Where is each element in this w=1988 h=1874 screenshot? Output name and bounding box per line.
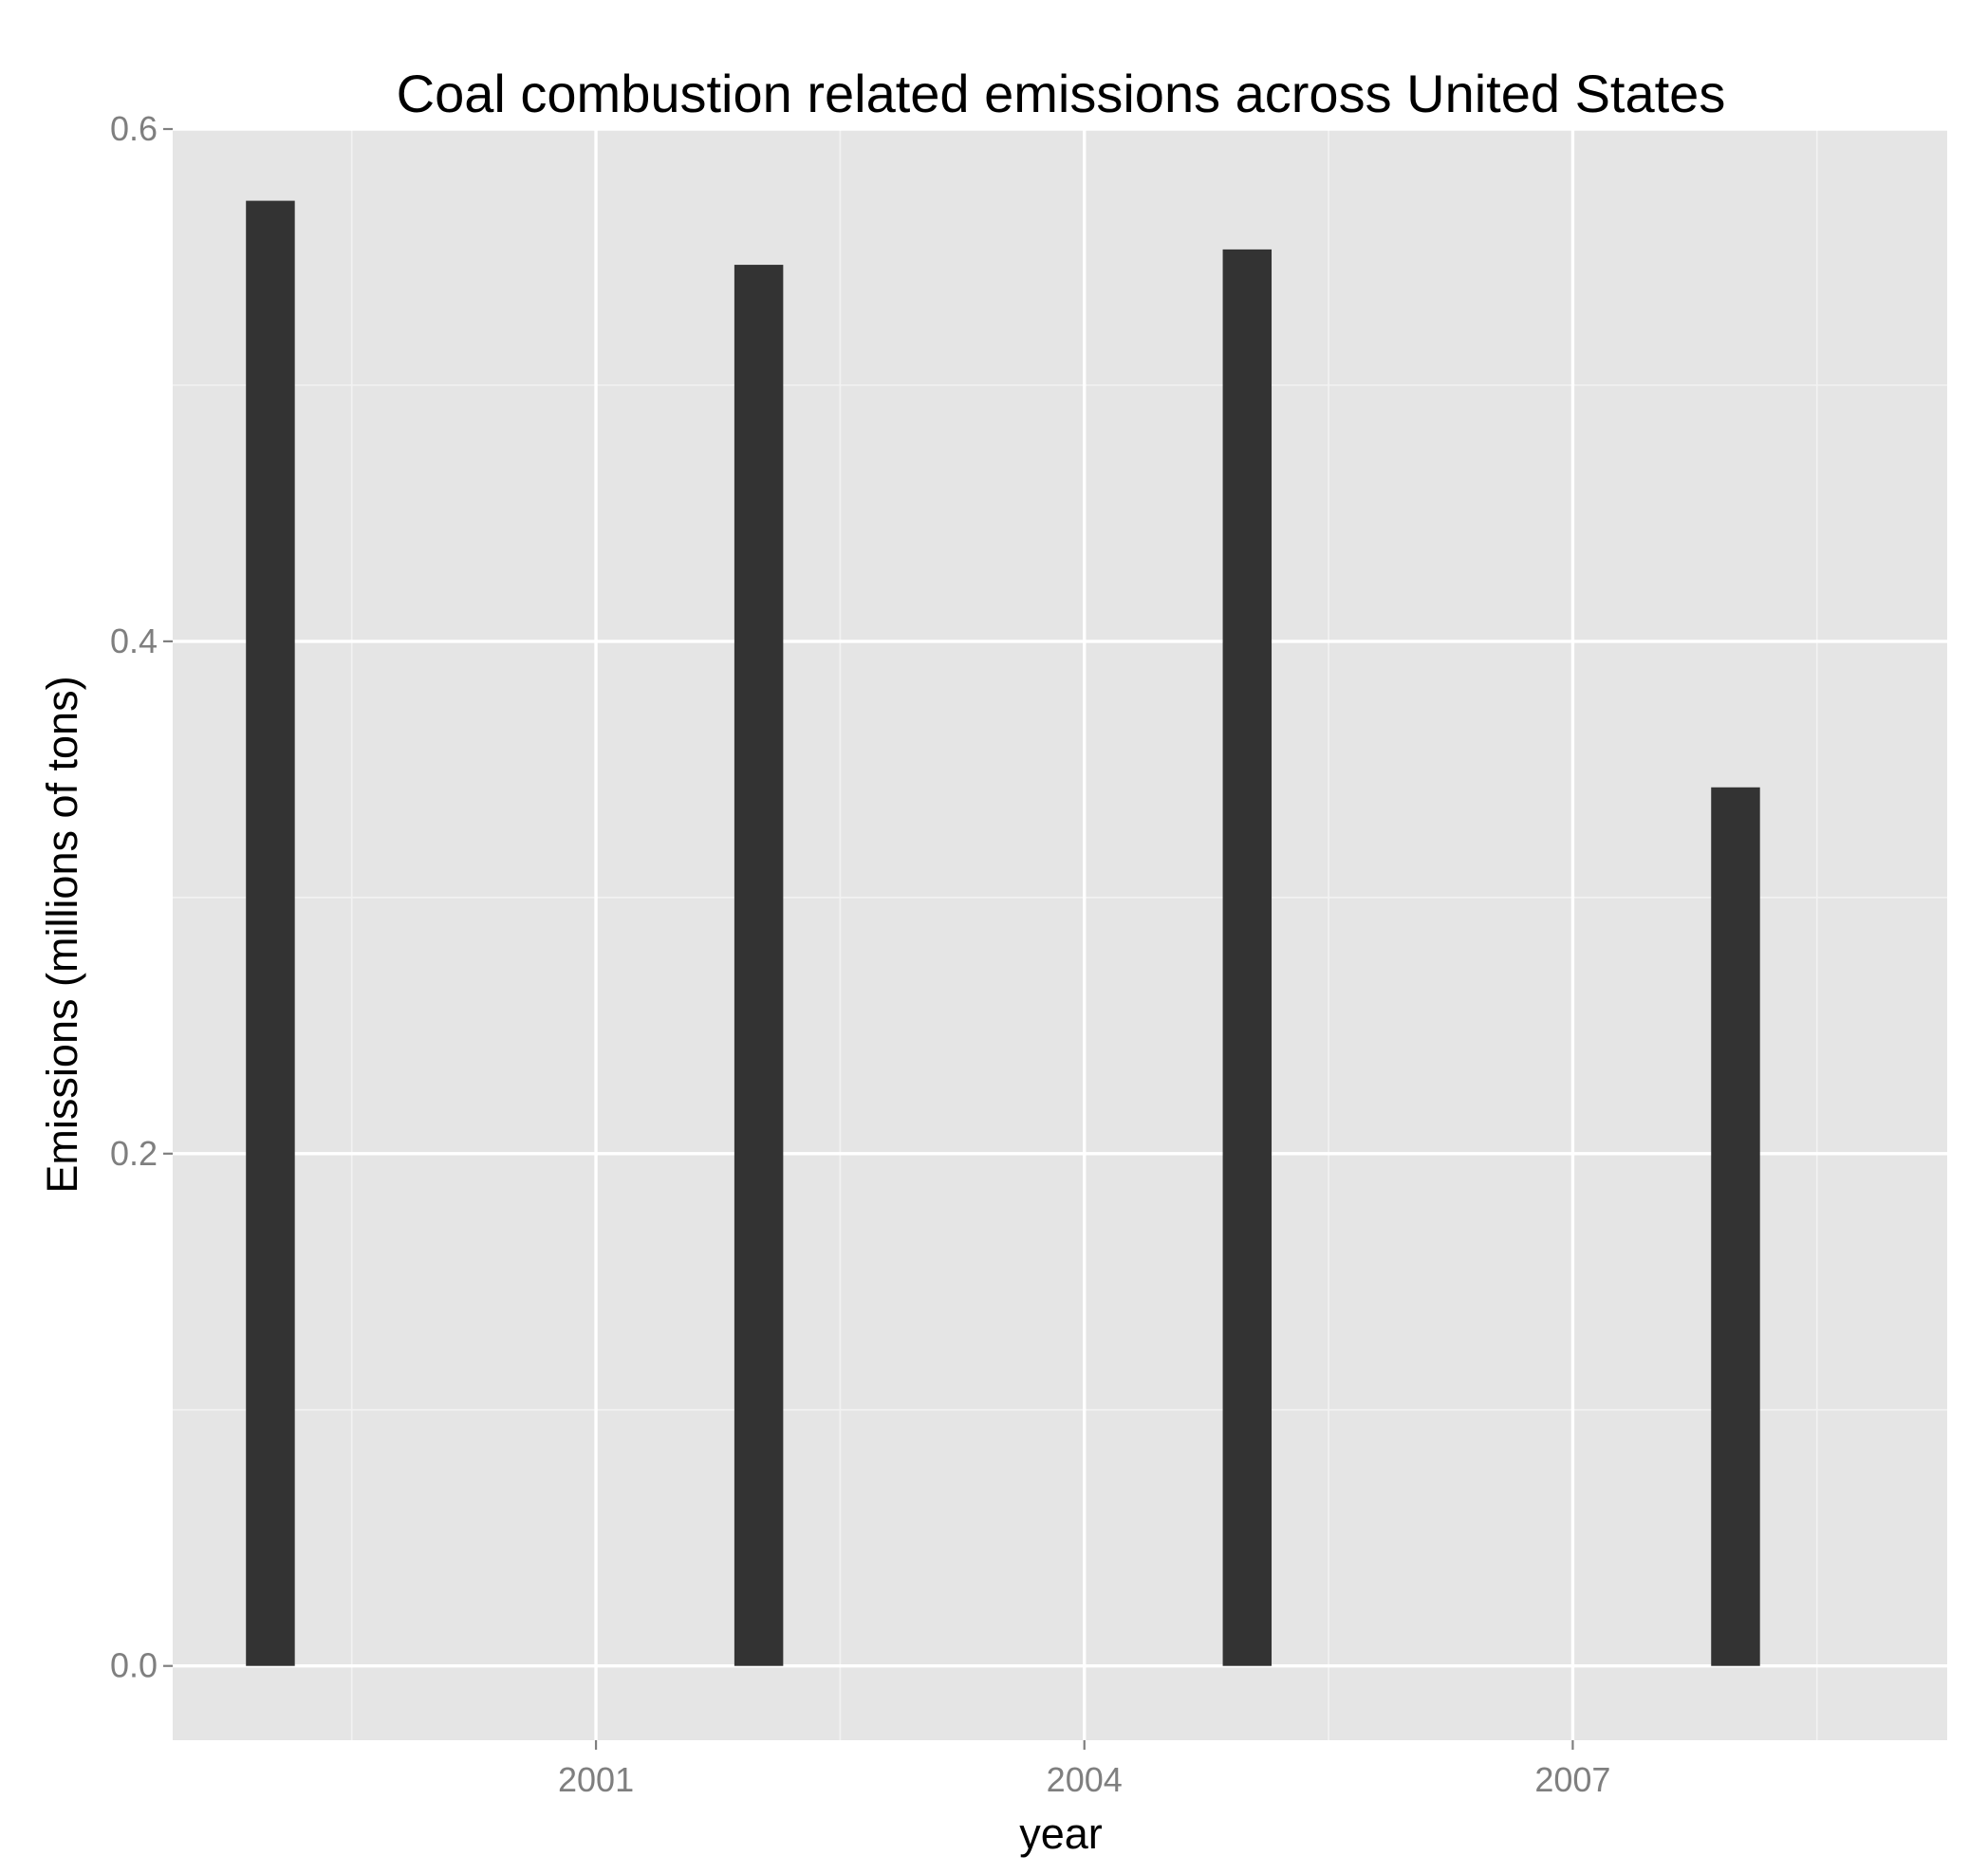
y-tick-label: 0.6 [110, 109, 158, 148]
x-axis-title: year [1019, 1809, 1103, 1858]
x-tick-label: 2004 [1047, 1760, 1123, 1799]
plot-panel [173, 129, 1947, 1740]
y-tick-label: 0.4 [110, 622, 158, 660]
bar-2008 [1711, 787, 1760, 1666]
major-gridlines [173, 127, 1947, 1740]
x-axis: 2001 2004 2007 [558, 1740, 1610, 1799]
bar-2005 [1222, 249, 1273, 1666]
y-axis-title: Emissions (millions of tons) [38, 676, 86, 1193]
bar-2002 [734, 265, 784, 1666]
bars [246, 200, 1760, 1666]
y-tick-label: 0.0 [110, 1646, 158, 1685]
chart-title: Coal combustion related emissions across… [397, 64, 1726, 123]
x-tick-label: 2007 [1534, 1760, 1610, 1799]
y-tick-label: 0.2 [110, 1134, 158, 1173]
minor-gridlines [173, 129, 1947, 1740]
bar-1999 [246, 200, 295, 1666]
y-axis: 0.0 0.2 0.4 0.6 [110, 109, 173, 1685]
x-tick-label: 2001 [558, 1760, 634, 1799]
